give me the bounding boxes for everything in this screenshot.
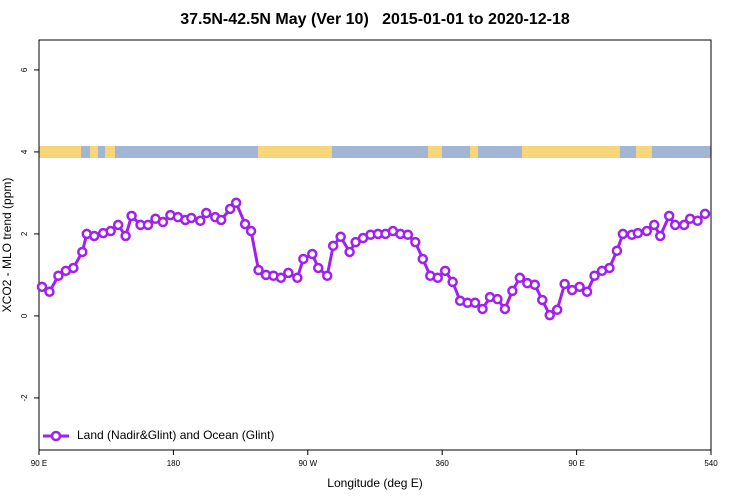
y-tick-label: 6: [20, 67, 29, 72]
point: [632, 227, 644, 239]
point: [327, 240, 339, 252]
point: [544, 309, 555, 321]
x-tick-label: 180: [167, 459, 181, 468]
point: [641, 225, 653, 237]
point: [215, 214, 227, 226]
point: [253, 264, 264, 276]
point: [492, 293, 503, 305]
point: [551, 304, 563, 316]
point: [529, 279, 541, 291]
x-tick-label: 90 E: [31, 459, 47, 468]
legend-label: Land (Nadir&Glint) and Ocean (Glint): [77, 428, 274, 442]
point: [514, 272, 526, 284]
point: [224, 203, 236, 215]
point: [469, 297, 481, 309]
point: [298, 253, 309, 265]
x-axis-label: Longitude (deg E): [327, 476, 422, 490]
point: [604, 262, 615, 274]
point: [699, 208, 711, 220]
point: [292, 272, 303, 284]
point: [126, 210, 137, 222]
point: [112, 219, 124, 231]
point: [53, 270, 64, 281]
point: [611, 245, 623, 256]
point: [617, 228, 629, 240]
point: [581, 286, 593, 297]
point: [335, 231, 346, 243]
point: [313, 262, 324, 274]
point: [120, 230, 131, 242]
point: [89, 230, 100, 242]
x-tick-label: 360: [436, 459, 450, 468]
legend-marker: [50, 430, 62, 442]
y-axis-label: XCO2 - MLO trend (ppm): [0, 178, 14, 313]
x-tick-label: 540: [704, 459, 718, 468]
point: [105, 225, 116, 237]
point: [447, 276, 458, 288]
point: [654, 230, 666, 242]
y-tick-label: 4: [20, 149, 29, 154]
chart-title: 37.5N-42.5N May (Ver 10) 2015-01-01 to 2…: [180, 11, 570, 28]
series-line: [41, 200, 707, 318]
x-tick-label: 90 W: [298, 459, 317, 468]
point: [537, 294, 548, 306]
point: [77, 246, 88, 258]
x-tick-label: 90 E: [568, 459, 584, 468]
point: [649, 219, 660, 231]
point: [275, 272, 287, 284]
point: [477, 303, 488, 315]
point: [507, 285, 518, 297]
point: [142, 219, 154, 231]
point: [36, 281, 48, 293]
point: [410, 236, 421, 248]
point: [44, 286, 55, 297]
point: [245, 225, 257, 237]
point: [678, 219, 690, 231]
point: [589, 270, 600, 281]
point: [663, 210, 675, 222]
point: [574, 281, 585, 293]
point: [68, 262, 79, 274]
point: [307, 248, 318, 260]
plot-frame: [38, 39, 712, 451]
y-tick-label: 2: [20, 231, 29, 236]
point: [432, 272, 443, 284]
point: [201, 207, 212, 219]
point: [321, 270, 333, 281]
point: [402, 229, 414, 240]
point: [499, 303, 511, 315]
point: [186, 212, 197, 224]
point: [439, 265, 451, 277]
y-tick-label: 0: [20, 313, 29, 318]
point: [669, 219, 681, 231]
land-ocean-strip: [39, 146, 711, 158]
point: [239, 218, 251, 230]
point: [230, 197, 242, 209]
point: [559, 278, 570, 290]
point: [692, 215, 703, 227]
point: [283, 267, 294, 279]
y-tick-label: -2: [20, 394, 29, 402]
point: [157, 216, 169, 228]
point: [195, 215, 206, 227]
point: [350, 236, 361, 248]
point: [417, 253, 429, 265]
point: [344, 246, 355, 258]
